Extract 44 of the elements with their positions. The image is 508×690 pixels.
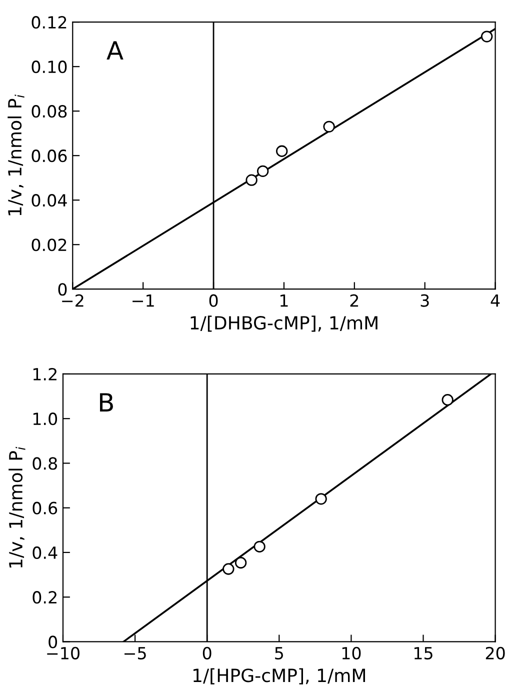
point <box>323 120 335 133</box>
y-axis-title: 1/v, 1/nmol P$_{i}$ <box>8 94 24 216</box>
x-tick-label: 10 <box>342 646 361 660</box>
x-tick-label: 20 <box>486 646 505 660</box>
y-axis-title: 1/v, 1/nmol P$_{i}$ <box>8 446 26 568</box>
y-tick-label: 0.02 <box>32 238 66 252</box>
y-tick-label: 0 <box>58 283 67 296</box>
x-tick-label: 0 <box>209 294 218 307</box>
annotation: B <box>100 393 113 412</box>
x-tick-label: −10 <box>47 646 80 660</box>
y-tick-label: 0.04 <box>32 194 67 207</box>
point <box>256 165 269 178</box>
y-tick-label: 0.8 <box>32 457 57 470</box>
y-tick-label: 0.10 <box>32 60 67 74</box>
x-tick-label: 2 <box>350 294 358 307</box>
x-tick-label: 1 <box>280 294 288 307</box>
y-tick-label: 0.6 <box>32 502 58 514</box>
x-tick-label: 5 <box>275 647 283 660</box>
point <box>276 145 288 157</box>
point <box>246 174 258 186</box>
point <box>442 394 454 406</box>
x-tick-label: −2 <box>62 294 84 307</box>
point <box>481 30 493 42</box>
x-axis-title: 1/[DHBG-cMP], 1/mM <box>190 316 378 332</box>
y-tick-label: 0.4 <box>32 546 58 560</box>
y-tick-label: 1.0 <box>33 412 58 426</box>
y-tick-label: 0 <box>48 636 58 648</box>
y-tick-label: 0.12 <box>32 16 66 29</box>
point <box>315 493 327 505</box>
point <box>234 556 247 569</box>
y-tick-label: 0.08 <box>32 105 67 118</box>
x-tick-label: −5 <box>124 647 146 660</box>
x-tick-label: 4 <box>490 294 500 307</box>
y-tick-label: 0.2 <box>32 591 56 604</box>
x-axis-title: 1/[HPG-cMP], 1/mM <box>194 668 366 684</box>
point <box>254 540 266 553</box>
x-tick-label: −1 <box>132 294 154 307</box>
x-tick-label: 0 <box>202 646 212 660</box>
annotation: A <box>106 41 124 60</box>
x-tick-label: 15 <box>414 647 432 660</box>
x-tick-label: 3 <box>420 294 429 307</box>
y-tick-label: 1.2 <box>33 368 56 380</box>
point <box>222 563 234 575</box>
y-tick-label: 0.06 <box>32 150 67 162</box>
